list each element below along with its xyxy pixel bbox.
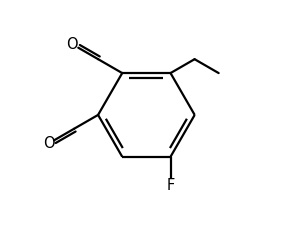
Text: F: F [167,178,175,193]
Text: O: O [66,37,78,52]
Text: O: O [43,136,55,151]
